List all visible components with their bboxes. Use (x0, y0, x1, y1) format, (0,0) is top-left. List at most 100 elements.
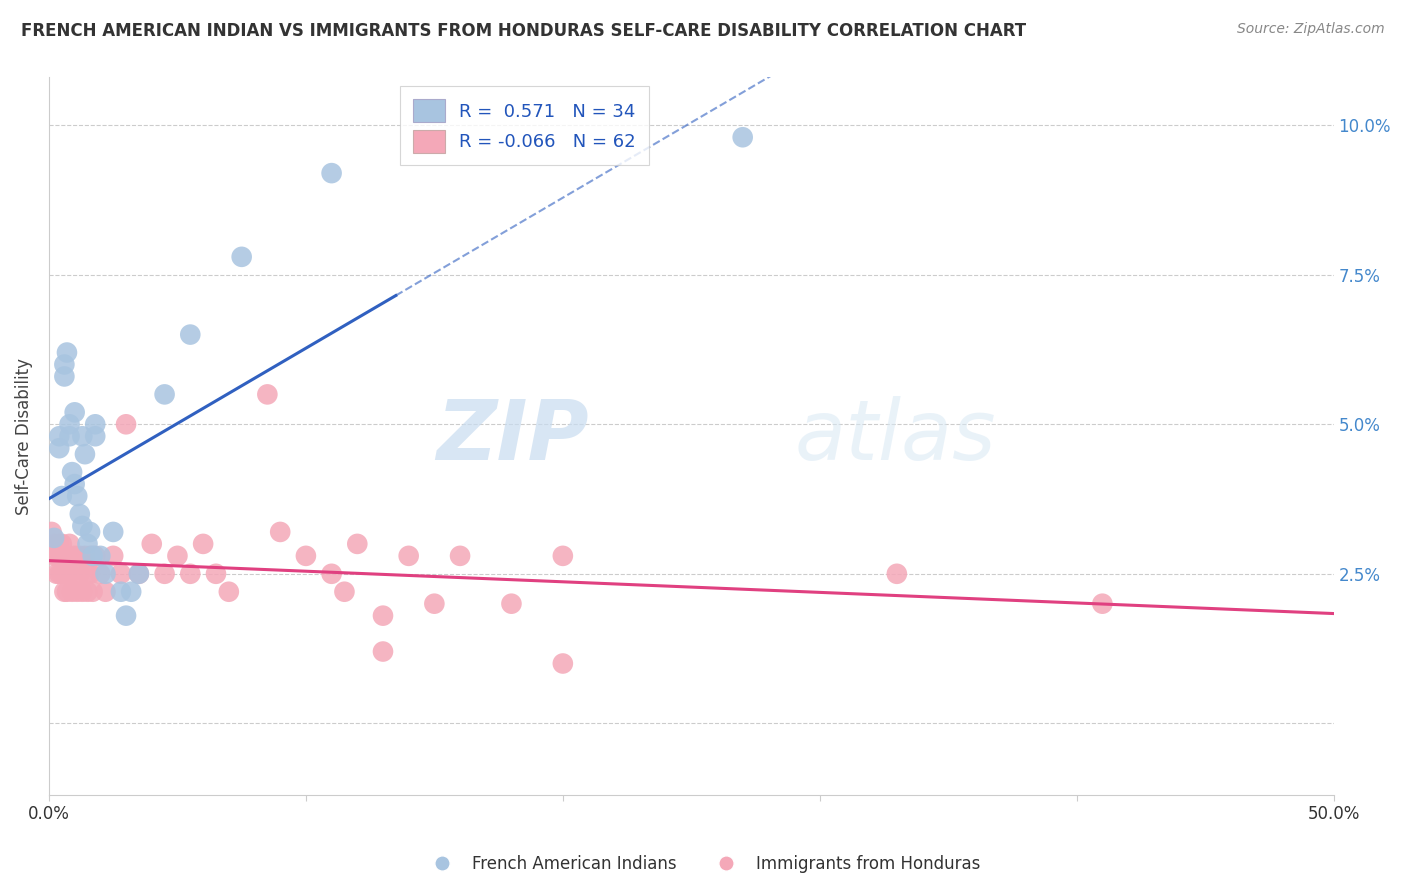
Point (371, 608, 394, 623)
Point (269, 524, 291, 539)
Point (191, 537, 214, 551)
Point (120, 584, 142, 599)
Point (72, 429, 94, 443)
Point (69, 549, 91, 563)
Text: atlas: atlas (794, 396, 995, 476)
Point (256, 387, 278, 401)
Point (76, 584, 98, 599)
Point (53, 584, 76, 599)
Point (56, 566, 79, 581)
Point (66, 489, 89, 503)
Point (1091, 597, 1114, 611)
Text: FRENCH AMERICAN INDIAN VS IMMIGRANTS FROM HONDURAS SELF-CARE DISABILITY CORRELAT: FRENCH AMERICAN INDIAN VS IMMIGRANTS FRO… (21, 22, 1026, 40)
Point (53, 549, 76, 563)
Point (141, 537, 163, 551)
Point (346, 537, 368, 551)
Point (115, 417, 138, 432)
Point (110, 566, 132, 581)
Point (79, 566, 101, 581)
Point (48, 441, 70, 455)
Point (76, 566, 98, 581)
Point (45, 549, 67, 563)
Point (115, 608, 138, 623)
Point (51, 566, 73, 581)
Point (60, 465, 83, 479)
Point (41, 524, 63, 539)
Point (66, 584, 89, 599)
Point (110, 584, 132, 599)
Point (82, 584, 104, 599)
Point (103, 524, 125, 539)
Point (51, 549, 73, 563)
Point (94, 584, 117, 599)
Point (69, 507, 91, 521)
Point (53, 566, 76, 581)
Point (48, 429, 70, 443)
Point (56, 345, 79, 359)
Point (89, 566, 111, 581)
Point (58, 566, 80, 581)
Point (42, 549, 65, 563)
Point (51, 489, 73, 503)
Point (42, 537, 65, 551)
Point (58, 429, 80, 443)
Point (166, 549, 188, 563)
Point (72, 519, 94, 533)
Point (48, 537, 70, 551)
Point (423, 597, 446, 611)
Point (82, 549, 104, 563)
Point (94, 566, 117, 581)
Point (76, 537, 98, 551)
Point (731, 130, 754, 145)
Text: Source: ZipAtlas.com: Source: ZipAtlas.com (1237, 22, 1385, 37)
Point (48, 549, 70, 563)
Point (153, 387, 176, 401)
Point (63, 549, 86, 563)
Point (56, 549, 79, 563)
Point (48, 566, 70, 581)
Point (45, 566, 67, 581)
Point (449, 549, 471, 563)
Y-axis label: Self-Care Disability: Self-Care Disability (15, 358, 32, 515)
Point (79, 549, 101, 563)
Point (84, 417, 107, 432)
Point (42, 531, 65, 545)
Point (63, 405, 86, 419)
Point (53, 358, 76, 372)
Point (51, 537, 73, 551)
Point (218, 584, 240, 599)
Point (205, 566, 228, 581)
Point (84, 429, 107, 443)
Point (53, 369, 76, 384)
Point (128, 566, 150, 581)
Point (63, 566, 86, 581)
Point (60, 584, 83, 599)
Point (371, 644, 394, 658)
Point (153, 566, 176, 581)
Point (56, 584, 79, 599)
Point (63, 477, 86, 491)
Point (551, 657, 574, 671)
Legend: French American Indians, Immigrants from Honduras: French American Indians, Immigrants from… (419, 848, 987, 880)
Legend: R =  0.571   N = 34, R = -0.066   N = 62: R = 0.571 N = 34, R = -0.066 N = 62 (399, 87, 648, 165)
Point (398, 549, 420, 563)
Point (84, 549, 107, 563)
Point (69, 566, 91, 581)
Point (58, 537, 80, 551)
Point (128, 566, 150, 581)
Point (501, 597, 523, 611)
Point (321, 566, 343, 581)
Point (321, 166, 343, 180)
Point (72, 584, 94, 599)
Point (79, 524, 101, 539)
Point (73, 549, 96, 563)
Point (179, 327, 201, 342)
Text: ZIP: ZIP (436, 396, 589, 476)
Point (58, 417, 80, 432)
Point (179, 566, 201, 581)
Point (231, 250, 253, 264)
Point (333, 584, 356, 599)
Point (103, 549, 125, 563)
Point (886, 566, 908, 581)
Point (73, 447, 96, 461)
